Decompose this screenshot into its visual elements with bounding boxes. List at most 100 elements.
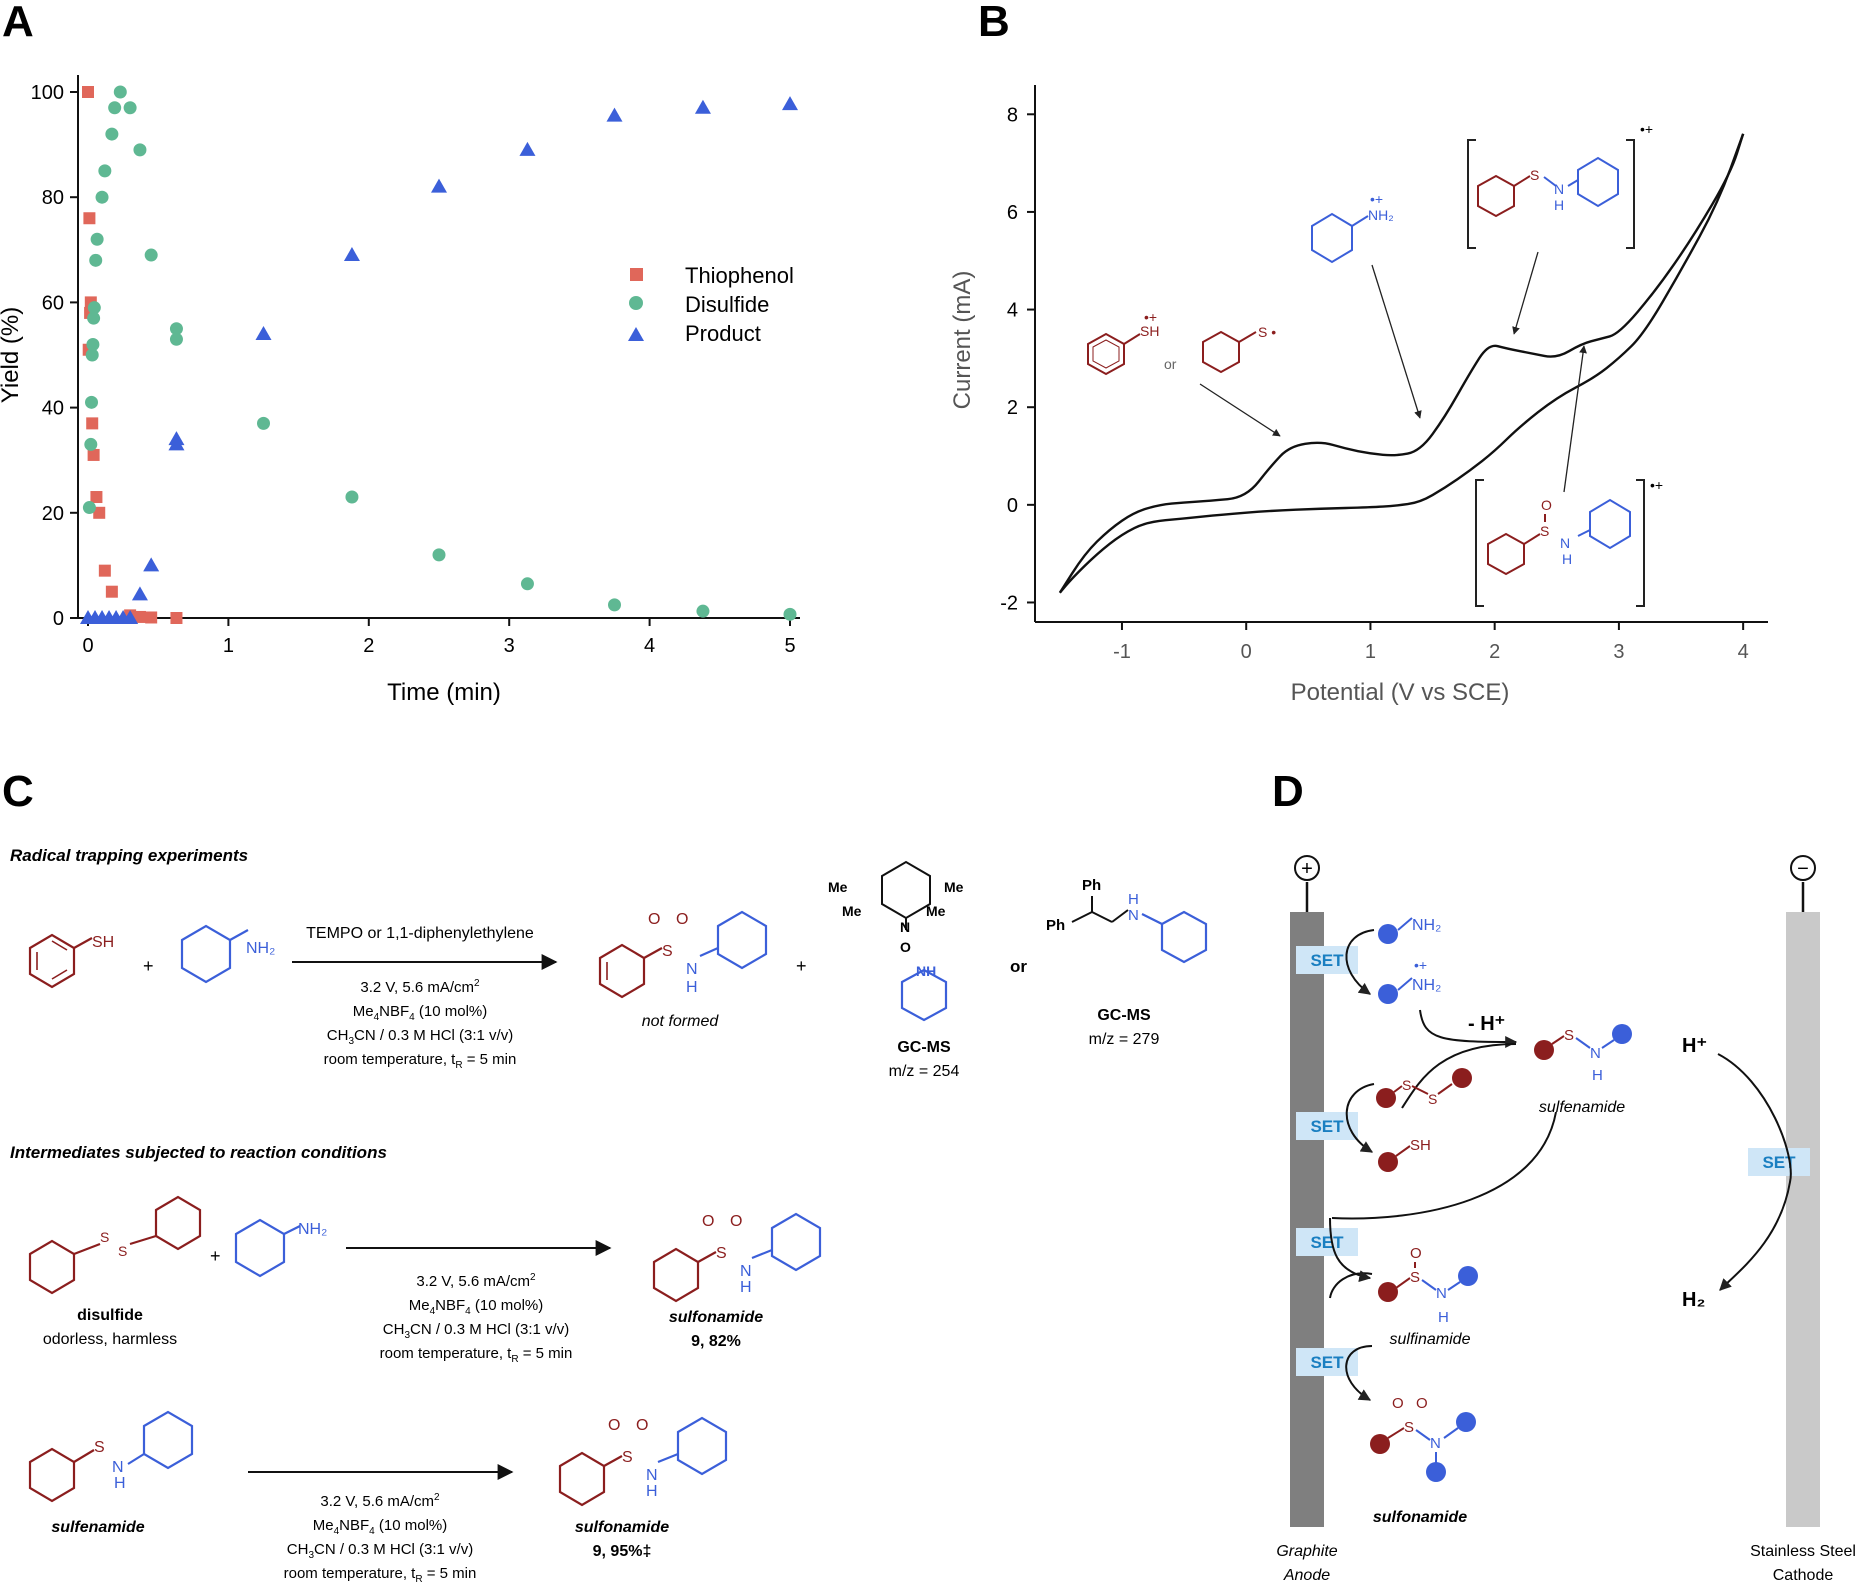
disulfide-point — [696, 604, 710, 618]
product-point — [255, 325, 272, 340]
product-point — [519, 141, 536, 156]
thiophenol-point — [82, 86, 94, 98]
sulfenamide-radical-cation: S N H •+ — [1467, 121, 1653, 249]
disulfide-point — [87, 311, 101, 325]
svg-text:N: N — [900, 919, 910, 935]
cathode-minus-icon — [1790, 855, 1816, 881]
disulfide-point — [520, 577, 534, 591]
disulfide-structure — [28, 1195, 202, 1295]
sulfonamide-label-2: sulfonamide — [575, 1519, 669, 1536]
chart-a-y-label: Yield (%) — [0, 307, 24, 403]
svg-text:N: N — [740, 1263, 752, 1280]
chart-a-y-tick-label: 0 — [53, 608, 64, 630]
svg-text:Me4NBF4 (10 mol%): Me4NBF4 (10 mol%) — [353, 1003, 488, 1023]
svg-text:+: + — [210, 1246, 221, 1266]
svg-text:H: H — [1554, 197, 1564, 213]
gcms-label-1: GC-MS — [897, 1039, 951, 1056]
svg-text:H: H — [686, 979, 698, 996]
anode-label-1: Graphite — [1276, 1543, 1337, 1560]
svg-text:CH3CN / 0.3 M HCl (3:1 v/v): CH3CN / 0.3 M HCl (3:1 v/v) — [383, 1321, 569, 1341]
legend-marker-thiophenol — [630, 268, 643, 281]
chart-a-y-tick-label: 100 — [31, 82, 64, 104]
svg-text:S: S — [100, 1229, 109, 1245]
svg-text:O: O — [900, 939, 911, 955]
chart-a-x-tick-label: 0 — [82, 635, 93, 657]
svg-text:S: S — [1404, 1419, 1414, 1436]
chart-a-x-tick-label: 1 — [223, 635, 234, 657]
panel-c: Radical trapping experiments SH + NH₂ TE… — [10, 846, 1208, 1582]
svg-text:N: N — [112, 1459, 124, 1476]
product-point — [431, 178, 447, 193]
svg-text:H: H — [646, 1483, 658, 1500]
svg-text:Me4NBF4 (10 mol%): Me4NBF4 (10 mol%) — [409, 1297, 544, 1317]
svg-text:+: + — [1301, 858, 1313, 880]
product-point — [168, 431, 185, 446]
product-point — [131, 586, 148, 601]
graphite-anode — [1290, 912, 1324, 1527]
chart-a-x-tick-label: 2 — [363, 635, 374, 657]
chart-a-points — [80, 85, 798, 624]
svg-text:S: S — [1402, 1077, 1411, 1093]
diphenylethylene-adduct-structure — [1071, 896, 1129, 923]
panel-label-d: D — [1272, 767, 1304, 816]
thiophenol-point — [105, 585, 118, 598]
anode-label-2: Anode — [1283, 1567, 1330, 1582]
disulfide-point — [95, 190, 109, 204]
thiophenol-structure — [28, 933, 93, 989]
chart-b-y-tick-label: 8 — [1007, 104, 1018, 126]
cv-curve-reverse — [1058, 133, 1745, 594]
sulfonamide-product-structure-2 — [558, 1451, 623, 1507]
svg-text:O: O — [1416, 1395, 1428, 1412]
svg-text:O: O — [702, 1213, 714, 1230]
chart-a-y-tick-label: 60 — [42, 292, 64, 314]
sulfenamide-d-label: sulfenamide — [1539, 1099, 1625, 1116]
disulfide-point — [108, 101, 122, 115]
mz-254: m/z = 254 — [889, 1063, 960, 1080]
disulfide-point — [123, 101, 137, 115]
intermediates-heading: Intermediates subjected to reaction cond… — [10, 1143, 387, 1162]
panel-label-b: B — [978, 0, 1010, 46]
cathode-label-1: Stainless Steel — [1750, 1543, 1856, 1560]
disulfide-point — [84, 437, 98, 451]
legend-thiophenol: Thiophenol — [685, 263, 794, 288]
disulfide-point — [432, 548, 446, 562]
chart-a-legend: Thiophenol Disulfide Product — [628, 263, 794, 346]
thiyl-s-label: S • — [1258, 324, 1276, 340]
sulfenamide-structure — [28, 1447, 95, 1503]
chart-a-y-ticks: 0 20 40 60 80 100 — [31, 82, 78, 630]
panel-label-a: A — [2, 0, 34, 46]
chart-a-y-tick-label: 20 — [42, 503, 64, 525]
svg-text:Me: Me — [842, 903, 862, 919]
svg-text:H: H — [114, 1475, 126, 1492]
svg-text:S: S — [118, 1243, 127, 1259]
thiophenol-radical-structure — [1087, 332, 1141, 376]
or-label-c: or — [1010, 957, 1027, 976]
arrow-sulfinamide-peak — [1563, 345, 1587, 493]
svg-text:O: O — [1410, 1245, 1422, 1262]
svg-text:SET: SET — [1310, 1353, 1344, 1372]
disulfide-point — [345, 490, 359, 504]
disulfide-label: disulfide — [77, 1307, 143, 1324]
product-point — [343, 247, 360, 262]
svg-text:N: N — [1590, 1045, 1601, 1062]
svg-text:S: S — [716, 1245, 727, 1262]
svg-text:N: N — [1436, 1285, 1447, 1302]
svg-text:O: O — [1392, 1395, 1404, 1412]
svg-text:O: O — [608, 1417, 620, 1434]
svg-text:H: H — [1128, 891, 1139, 908]
chart-b-x-tick-label: 1 — [1365, 641, 1376, 663]
svg-text:SET: SET — [1310, 1117, 1344, 1136]
svg-text:−: − — [1797, 858, 1809, 880]
svg-text:H: H — [1592, 1067, 1603, 1084]
disulfide-point — [608, 598, 621, 612]
sulfenamide-label: sulfenamide — [51, 1519, 144, 1536]
chart-b-x-label: Potential (V vs SCE) — [1291, 679, 1510, 706]
svg-text:N: N — [686, 961, 698, 978]
product-point — [606, 107, 623, 122]
legend-marker-product — [628, 327, 644, 341]
set-box-3 — [1296, 1228, 1358, 1256]
chart-b-y-tick-label: 0 — [1007, 495, 1018, 517]
disulfide-point — [133, 143, 147, 157]
plus-sign-1: + — [143, 956, 154, 976]
